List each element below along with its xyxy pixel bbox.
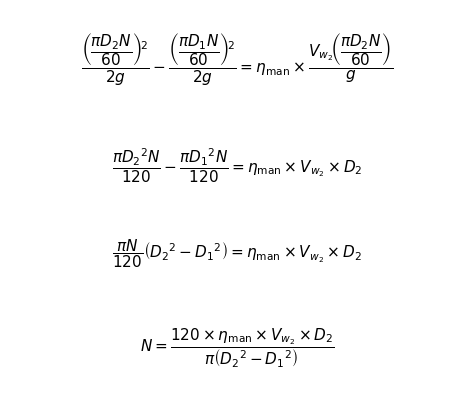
Text: $\dfrac{\left(\dfrac{\pi D_2 N}{60}\right)^{\!2}}{2g} - \dfrac{\left(\dfrac{\pi : $\dfrac{\left(\dfrac{\pi D_2 N}{60}\righ… xyxy=(81,31,393,88)
Text: $N = \dfrac{120 \times \eta_{\mathrm{man}} \times V_{w_2} \times D_2}{\pi\left(D: $N = \dfrac{120 \times \eta_{\mathrm{man… xyxy=(139,327,335,370)
Text: $\dfrac{\pi N}{120}\left(D_2{}^{2} - D_1{}^{2}\right) = \eta_{\mathrm{man}} \tim: $\dfrac{\pi N}{120}\left(D_2{}^{2} - D_1… xyxy=(112,237,362,270)
Text: $\dfrac{\pi D_2{}^{2} N}{120} - \dfrac{\pi D_1{}^{2} N}{120} = \eta_{\mathrm{man: $\dfrac{\pi D_2{}^{2} N}{120} - \dfrac{\… xyxy=(112,147,362,185)
